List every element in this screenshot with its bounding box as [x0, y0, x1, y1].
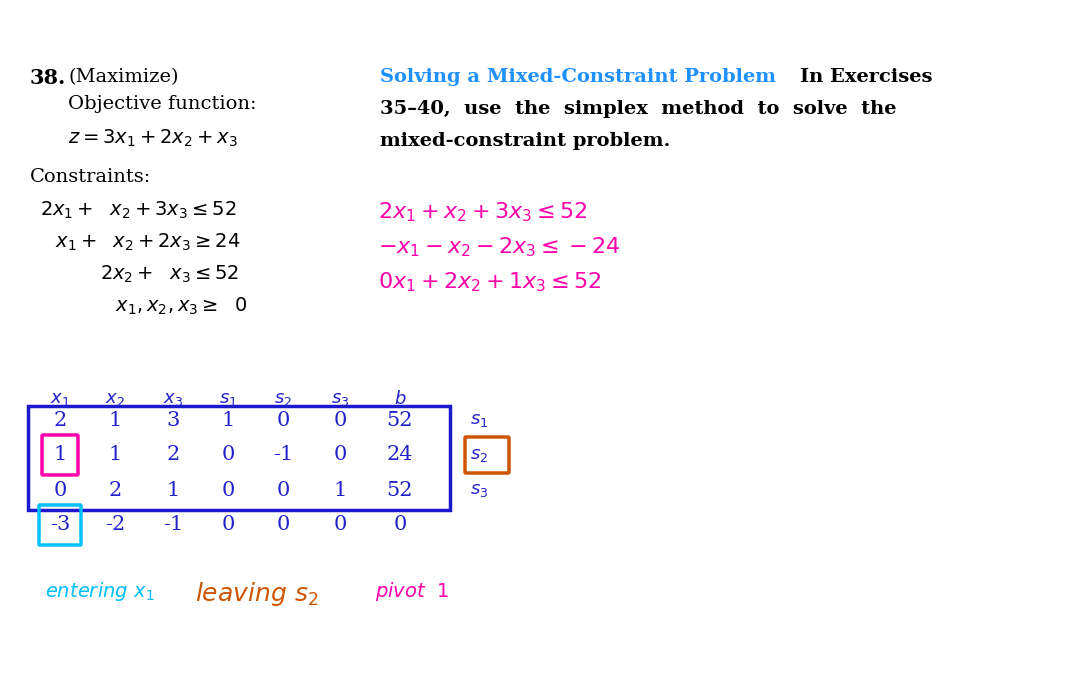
Text: $s_2$: $s_2$ [470, 446, 488, 464]
Text: $leaving\ s_2$: $leaving\ s_2$ [195, 580, 318, 608]
Text: $pivot\ \ 1$: $pivot\ \ 1$ [375, 580, 449, 603]
Text: $s_3$: $s_3$ [331, 390, 349, 408]
Text: 1: 1 [53, 445, 67, 464]
Text: $s_3$: $s_3$ [470, 481, 489, 499]
Text: $z = 3x_1 + 2x_2 + x_3$: $z = 3x_1 + 2x_2 + x_3$ [68, 128, 237, 150]
Text: 0: 0 [222, 480, 234, 500]
Text: $2x_1 + x_2 + 3x_3 \leq 52$: $2x_1 + x_2 + 3x_3 \leq 52$ [378, 200, 587, 223]
Text: $x_1, x_2, x_3 \geq \ \ 0$: $x_1, x_2, x_3 \geq \ \ 0$ [115, 296, 247, 317]
Text: $x_3$: $x_3$ [163, 390, 183, 408]
Text: In Exercises: In Exercises [800, 68, 933, 86]
Text: 2: 2 [53, 411, 67, 429]
Text: 1: 1 [166, 480, 180, 500]
Text: 0: 0 [333, 411, 347, 429]
Text: 1: 1 [109, 445, 121, 464]
Text: -3: -3 [50, 516, 70, 535]
Text: 1: 1 [333, 480, 347, 500]
Text: $2x_2 + \ \ x_3 \leq 52$: $2x_2 + \ \ x_3 \leq 52$ [100, 264, 240, 285]
Text: -2: -2 [104, 516, 125, 535]
Text: 0: 0 [276, 480, 290, 500]
Text: $s_1$: $s_1$ [470, 411, 488, 429]
Text: 3: 3 [166, 411, 180, 429]
Text: $x_1$: $x_1$ [50, 390, 70, 408]
Text: 52: 52 [387, 480, 413, 500]
Text: $s_1$: $s_1$ [219, 390, 237, 408]
Text: 1: 1 [222, 411, 234, 429]
Text: Constraints:: Constraints: [30, 168, 151, 186]
Text: $2x_1 + \ \ x_2 + 3x_3 \leq 52$: $2x_1 + \ \ x_2 + 3x_3 \leq 52$ [40, 200, 236, 221]
Text: 0: 0 [222, 516, 234, 535]
Text: 52: 52 [387, 411, 413, 429]
Text: 0: 0 [222, 445, 234, 464]
Text: -1: -1 [273, 445, 293, 464]
Text: $x_2$: $x_2$ [105, 390, 125, 408]
Text: Solving a Mixed-Constraint Problem: Solving a Mixed-Constraint Problem [380, 68, 776, 86]
Text: 38.: 38. [30, 68, 66, 88]
Text: $x_1 + \ \ x_2 + 2x_3 \geq 24$: $x_1 + \ \ x_2 + 2x_3 \geq 24$ [55, 232, 241, 253]
Text: 2: 2 [166, 445, 180, 464]
Text: $s_2$: $s_2$ [274, 390, 292, 408]
Text: 0: 0 [333, 516, 347, 535]
Text: 0: 0 [276, 411, 290, 429]
Text: 24: 24 [387, 445, 413, 464]
Text: 0: 0 [53, 480, 67, 500]
Text: (Maximize): (Maximize) [68, 68, 179, 86]
Text: 2: 2 [109, 480, 121, 500]
Text: $-x_1 - x_2 - 2x_3 \leq -24$: $-x_1 - x_2 - 2x_3 \leq -24$ [378, 235, 620, 259]
Text: 35–40,  use  the  simplex  method  to  solve  the: 35–40, use the simplex method to solve t… [380, 100, 897, 118]
Text: 0: 0 [276, 516, 290, 535]
Text: mixed-constraint problem.: mixed-constraint problem. [380, 132, 670, 150]
Text: $0x_1 + 2x_2 + 1x_3 \leq 52$: $0x_1 + 2x_2 + 1x_3 \leq 52$ [378, 270, 602, 294]
Text: -1: -1 [163, 516, 183, 535]
Text: $b$: $b$ [394, 390, 406, 408]
Text: 1: 1 [109, 411, 121, 429]
Text: 0: 0 [393, 516, 407, 535]
Text: $entering\ x_1$: $entering\ x_1$ [45, 580, 154, 603]
Text: 0: 0 [333, 445, 347, 464]
Text: Objective function:: Objective function: [68, 95, 257, 113]
